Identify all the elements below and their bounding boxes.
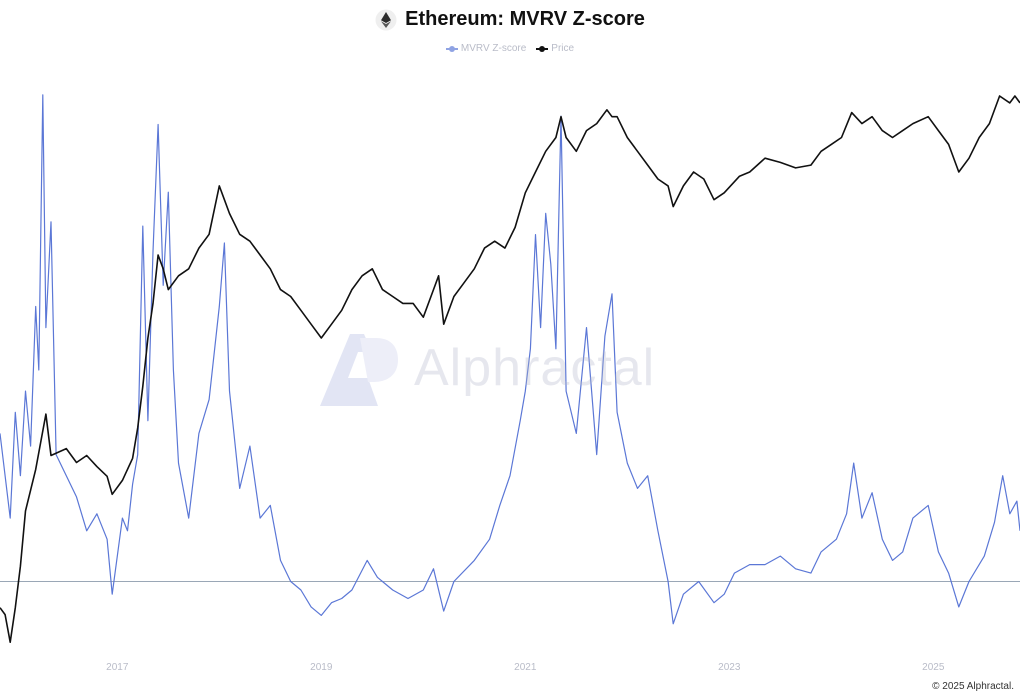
ethereum-icon bbox=[375, 9, 397, 30]
copyright-text: © 2025 Alphractal. bbox=[932, 681, 1014, 692]
series-line-mvrv-zscore bbox=[0, 94, 1020, 625]
legend-item-zscore[interactable]: MVRV Z-score bbox=[445, 43, 527, 54]
chart-header: Ethereum: MVRV Z-score bbox=[0, 8, 1020, 31]
legend-label-zscore: MVRV Z-score bbox=[460, 43, 527, 54]
legend-swatch-zscore bbox=[445, 45, 458, 52]
legend-swatch-price bbox=[536, 45, 549, 52]
x-tick-label: 2025 bbox=[922, 662, 945, 673]
x-tick-label: 2021 bbox=[514, 662, 537, 673]
chart-legend: MVRV Z-score Price bbox=[0, 43, 1020, 54]
legend-label-price: Price bbox=[551, 43, 575, 54]
chart-title: Ethereum: MVRV Z-score bbox=[405, 8, 645, 30]
x-tick-label: 2017 bbox=[106, 662, 129, 673]
x-tick-label: 2019 bbox=[310, 662, 333, 673]
x-tick-label: 2023 bbox=[718, 662, 741, 673]
legend-item-price[interactable]: Price bbox=[536, 43, 574, 54]
series-line-price bbox=[0, 95, 1020, 643]
